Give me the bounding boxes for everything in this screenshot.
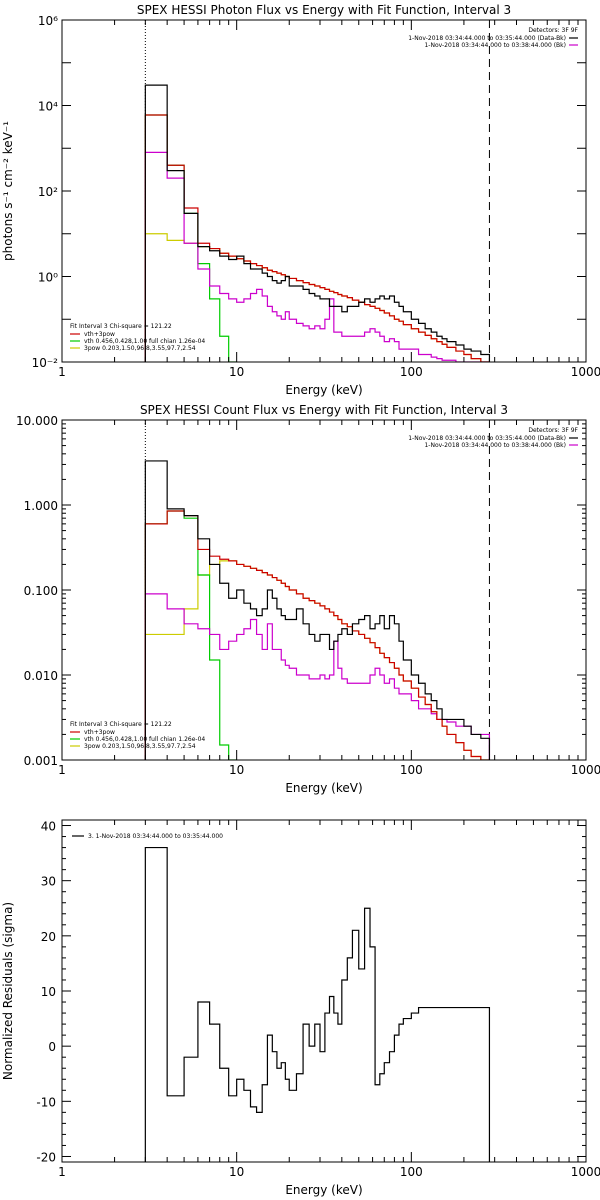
x-tick-label: 100: [400, 763, 423, 777]
fit-legend-entry-text: vth+3pow: [84, 729, 115, 736]
x-tick-label: 1: [58, 763, 66, 777]
y-tick-label: -10: [36, 1095, 56, 1109]
series-data-bk: [144, 460, 491, 760]
y-tick-label: 10: [41, 985, 56, 999]
series-bk: [144, 593, 491, 760]
x-tick-label: 10: [229, 1165, 244, 1179]
plot-frame: [61, 819, 587, 1163]
chart-title: SPEX HESSI Count Flux vs Energy with Fit…: [140, 403, 508, 417]
x-axis-label: Energy (keV): [285, 1183, 362, 1197]
y-tick-label: 0: [48, 1040, 56, 1054]
y-tick-label: 1.000: [24, 499, 58, 513]
fit-legend-entry-text: vth+3pow: [84, 331, 115, 338]
y-tick-label: 0.100: [24, 584, 58, 598]
x-tick-label: 10: [229, 763, 244, 777]
fit-legend-entry-text: vth 0.456,0.428,1.00 full chian 1.26e-04: [84, 338, 205, 345]
y-tick-label: 40: [41, 820, 56, 834]
y-tick-label: 10⁶: [38, 14, 58, 28]
chart-panel-2: SPEX HESSI Count Flux vs Energy with Fit…: [16, 403, 600, 795]
legend-entry-text: 1-Nov-2018 03:34:44.000 to 03:35:44.000 …: [408, 435, 566, 442]
series-3pow: [144, 560, 490, 760]
series-bk: [144, 151, 490, 362]
series-data-bk: [144, 84, 491, 362]
fit-legend-entry-text: 3pow 0.203,1.50,96.8,3.55,97.7,2.54: [84, 345, 196, 352]
plot-area: [144, 20, 491, 362]
y-tick-label: 10⁰: [38, 271, 58, 285]
legend-header: Detectors: 3F 9F: [528, 27, 578, 34]
y-tick-label: 0.010: [24, 669, 58, 683]
fit-legend-entry-text: 3pow 0.203,1.50,96.8,3.55,97.7,2.54: [84, 743, 196, 750]
chart-panel-3: 1 10 100 1000 Energy (keV) -20 -10 0 10 20 30 40 Nor…: [1, 819, 600, 1197]
legend-entry-text: 1-Nov-2018 03:34:44.000 to 03:38:44.000 …: [424, 42, 566, 49]
plot-frame: [61, 419, 587, 761]
fit-legend-header: Fit Interval 3 Chi-square = 121.22: [70, 721, 172, 728]
x-axis-label: Energy (keV): [285, 781, 362, 795]
y-tick-label: 10²: [38, 185, 58, 199]
y-tick-label: 20: [41, 930, 56, 944]
y-tick-label: 10⁴: [38, 100, 58, 114]
series-residuals: [144, 846, 491, 1162]
series-vth-3pow: [144, 114, 490, 362]
plot-area: [144, 420, 491, 760]
y-tick-label: 0.001: [24, 754, 58, 768]
series-vth-3pow: [144, 510, 490, 760]
legend-entry-text: 1-Nov-2018 03:34:44.000 to 03:38:44.000 …: [424, 442, 566, 449]
x-tick-label: 1: [58, 365, 66, 379]
chart-title: SPEX HESSI Photon Flux vs Energy with Fi…: [137, 3, 511, 17]
y-tick-label: 10⁻²: [32, 356, 59, 370]
x-axis-label: Energy (keV): [285, 383, 362, 397]
x-tick-label: 100: [400, 365, 423, 379]
fit-legend-entry-text: vth 0.456,0.428,1.00 full chian 1.26e-04: [84, 736, 205, 743]
y-tick-label: 10.000: [16, 414, 58, 428]
legend-entry-text: 3. 1-Nov-2018 03:34:44.000 to 03:35:44.0…: [88, 833, 223, 840]
x-tick-label: 1: [58, 1165, 66, 1179]
y-axis-label: photons s⁻¹ cm⁻² keV⁻¹: [1, 121, 15, 261]
x-tick-label: 1000: [571, 1165, 600, 1179]
chart-panel-1: SPEX HESSI Photon Flux vs Energy with Fi…: [1, 3, 600, 397]
x-tick-label: 1000: [571, 365, 600, 379]
legend-entry-text: 1-Nov-2018 03:34:44.000 to 03:35:44.000 …: [408, 35, 566, 42]
fit-legend-header: Fit Interval 3 Chi-square = 121.22: [70, 323, 172, 330]
x-tick-label: 100: [400, 1165, 423, 1179]
x-tick-label: 1000: [571, 763, 600, 777]
y-tick-label: 30: [41, 875, 56, 889]
y-axis-label: Normalized Residuals (sigma): [1, 902, 15, 1080]
x-tick-label: 10: [229, 365, 244, 379]
legend-header: Detectors: 3F 9F: [528, 427, 578, 434]
y-tick-label: -20: [36, 1150, 56, 1164]
plot-area: [144, 846, 491, 1162]
plot-frame: [61, 19, 587, 363]
